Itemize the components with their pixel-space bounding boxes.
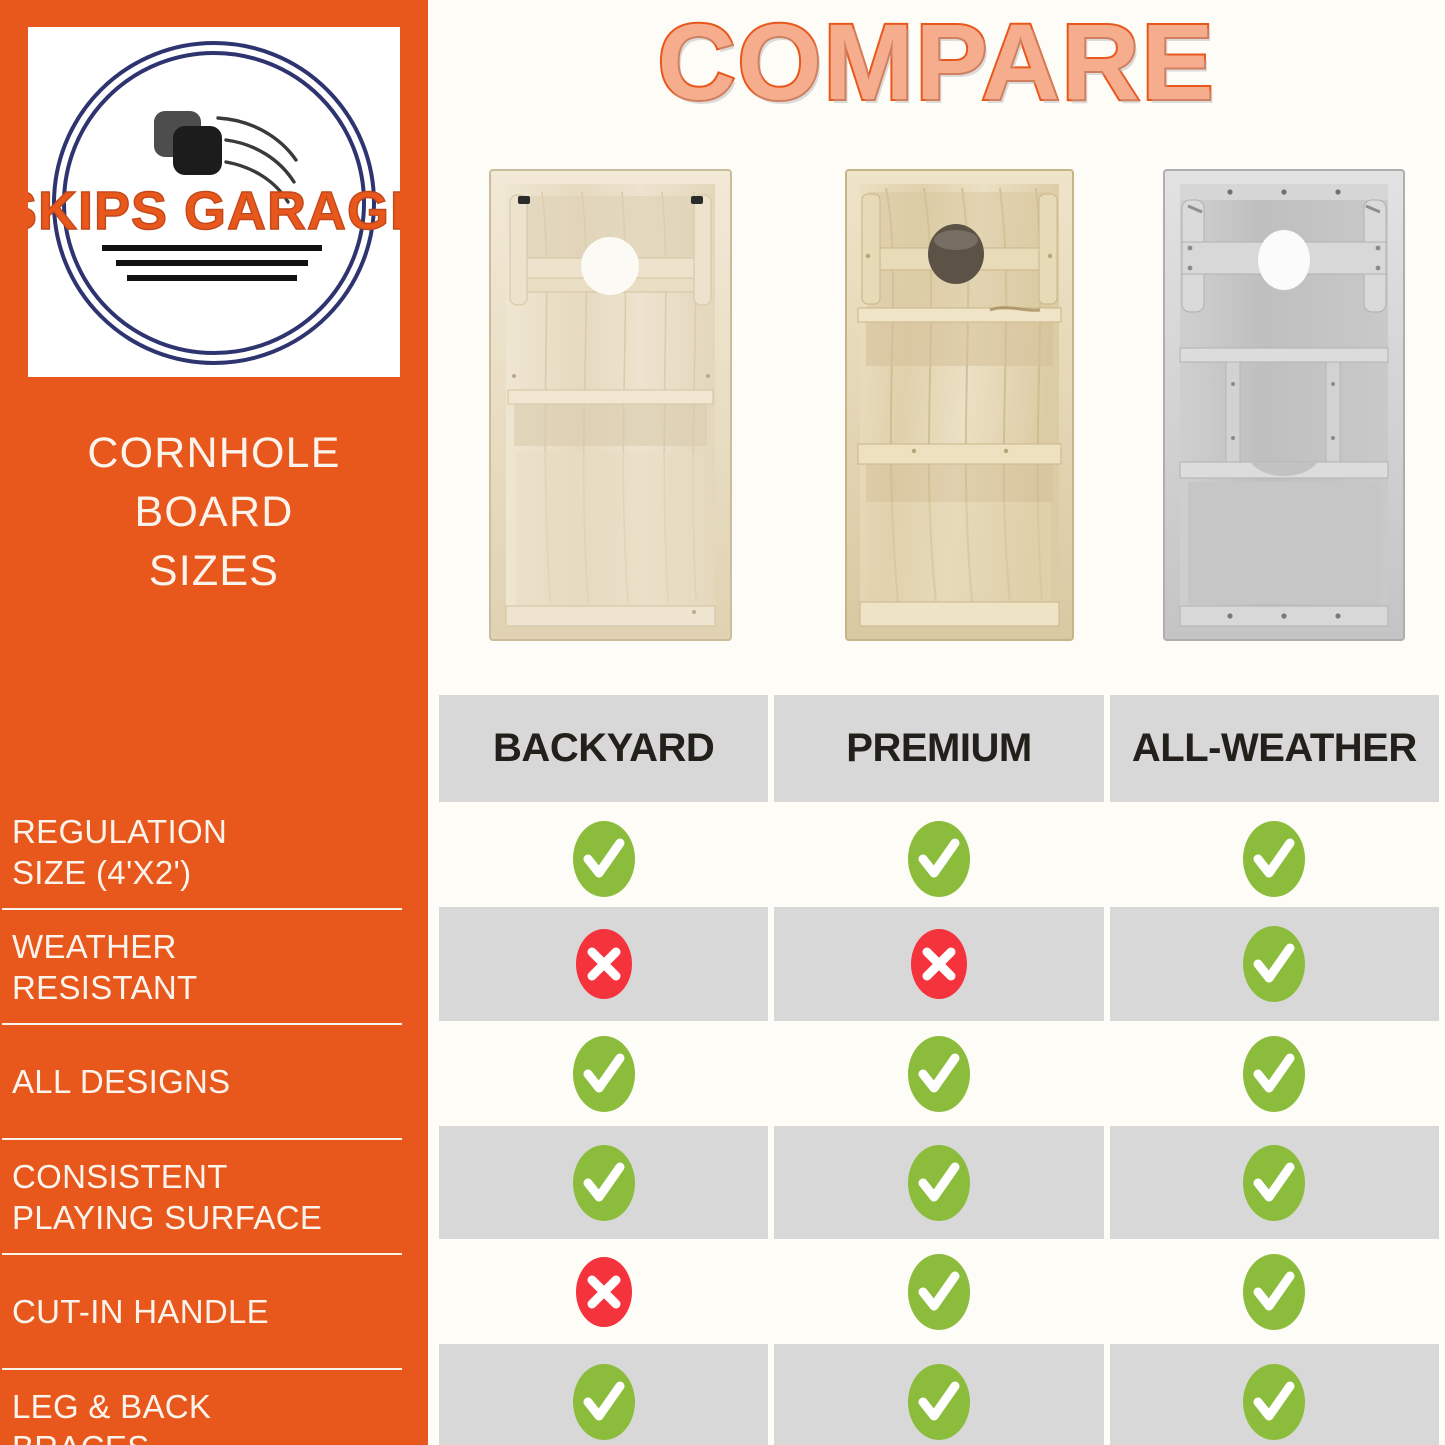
feature-line: CONSISTENT [12,1157,228,1195]
brand-logo: SKIPS GARAGE [28,27,400,377]
cell-leg-back-braces-backyard [439,1344,769,1445]
product-photo-strip [440,162,1440,647]
row-gap [439,802,1439,810]
table-row [439,1239,1439,1344]
cell-leg-back-braces-premium [774,1344,1104,1445]
check-icon [1243,1253,1306,1330]
skips-garage-logo-icon: SKIPS GARAGE [28,41,400,365]
check-icon [907,820,970,897]
check-icon [572,1035,635,1112]
check-icon [572,1364,635,1440]
feature-line: BRACES [12,1427,211,1445]
check-icon [1243,1144,1306,1221]
feature-label-weather-resistant: WEATHER RESISTANT [0,910,428,1023]
check-icon [1243,1035,1306,1112]
cell-all-designs-all-weather [1109,1021,1439,1126]
table-row [439,1344,1439,1445]
feature-line: WEATHER [12,927,177,965]
check-icon [1243,1364,1306,1440]
feature-label-all-designs: ALL DESIGNS [0,1025,428,1138]
sidebar: SKIPS GARAGE CORNHOLE BOARD SIZES REGULA… [0,0,428,1445]
page-title: CORNHOLE BOARD SIZES [0,424,428,601]
feature-label-list: REGULATION SIZE (4'X2') WEATHER RESISTAN… [0,795,428,1445]
comparison-table: BACKYARD PREMIUM ALL-WEATHER [439,695,1439,1445]
feature-line: PLAYING SURFACE [12,1198,323,1236]
check-icon [907,1144,970,1221]
check-icon [572,820,635,897]
column-header-all-weather: ALL-WEATHER [1109,695,1439,802]
feature-line: LEG & BACK [12,1387,212,1425]
check-icon [907,1035,970,1112]
cell-regulation-size-premium [774,810,1104,907]
table-header-row: BACKYARD PREMIUM ALL-WEATHER [439,695,1439,802]
cell-consistent-surface-backyard [439,1126,769,1239]
check-icon [907,1364,970,1440]
feature-divider [2,908,402,910]
product-photo-backyard [482,162,739,647]
feature-divider [2,1138,402,1140]
column-header-backyard: BACKYARD [439,695,769,802]
check-icon [1243,926,1306,1002]
cell-regulation-size-backyard [439,810,769,907]
check-icon [1243,820,1306,897]
feature-label-cut-in-handle: CUT-IN HANDLE [0,1255,428,1368]
table-row [439,810,1439,907]
cell-cut-in-handle-backyard [439,1239,769,1344]
cell-cut-in-handle-premium [774,1239,1104,1344]
feature-label-leg-and-back-braces: LEG & BACK BRACES [0,1370,428,1445]
product-photo-all-weather [1158,162,1411,647]
check-icon [907,1253,970,1330]
cell-regulation-size-all-weather [1109,810,1439,907]
cell-weather-resistant-all-weather [1109,907,1439,1021]
feature-line: REGULATION [12,812,228,850]
feature-line: RESISTANT [12,968,198,1006]
cell-all-designs-premium [774,1021,1104,1126]
page-title-line-1: CORNHOLE [87,429,341,477]
feature-label-consistent-playing-surface: CONSISTENT PLAYING SURFACE [0,1140,428,1253]
feature-divider [2,1253,402,1255]
compare-heading: COMPARE [655,1,1216,122]
page-title-line-2: BOARD [134,488,294,536]
cell-weather-resistant-backyard [439,907,769,1021]
feature-line: CUT-IN HANDLE [12,1293,269,1330]
check-icon [572,1144,635,1221]
cell-leg-back-braces-all-weather [1109,1344,1439,1445]
page-title-line-3: SIZES [148,547,280,595]
x-icon [575,929,632,999]
x-icon [575,1256,632,1327]
table-row [439,1021,1439,1126]
table-row [439,907,1439,1021]
table-row [439,1126,1439,1239]
cell-weather-resistant-premium [774,907,1104,1021]
column-header-premium: PREMIUM [774,695,1104,802]
x-icon [910,929,967,999]
feature-divider [2,1023,402,1025]
feature-line: ALL DESIGNS [12,1063,231,1100]
cell-consistent-surface-premium [774,1126,1104,1239]
product-photo-premium [840,162,1079,647]
comparison-panel: COMPARE [428,0,1445,1445]
feature-line: SIZE (4'X2') [12,853,192,891]
feature-label-regulation-size: REGULATION SIZE (4'X2') [0,795,428,908]
logo-wordmark: SKIPS GARAGE [28,181,400,241]
cell-consistent-surface-all-weather [1109,1126,1439,1239]
cell-cut-in-handle-all-weather [1109,1239,1439,1344]
cell-all-designs-backyard [439,1021,769,1126]
feature-divider [2,1368,402,1370]
